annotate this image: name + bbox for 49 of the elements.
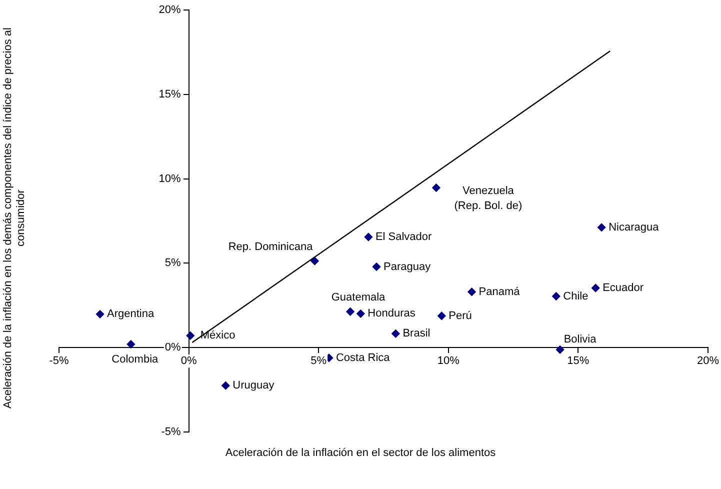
x-tick-label: 20% <box>696 355 720 368</box>
y-tick-label: 0% <box>164 342 182 354</box>
point <box>346 308 354 316</box>
y-tick-label: 15% <box>158 88 182 100</box>
y-axis-title: Aceleración de la inflación en los demás componentes del índice de precios al consumidor <box>2 26 28 410</box>
y-tick-label: 20% <box>158 4 182 16</box>
point <box>222 381 230 390</box>
annotation: Brasil <box>402 328 430 340</box>
annotation: Ecuador <box>602 282 644 294</box>
x-tick-label: 15% <box>567 355 590 368</box>
point <box>556 346 564 354</box>
x-tick-label: -5% <box>49 355 69 368</box>
point <box>364 232 373 242</box>
point <box>96 310 104 318</box>
annotation: Guatemala <box>331 292 386 304</box>
annotation: Honduras <box>368 308 416 320</box>
annotation: Uruguay <box>232 380 275 392</box>
annotation: Venezuela (Rep. Bol. de) <box>454 184 522 212</box>
annotation: Chile <box>563 290 588 302</box>
annotation: México <box>200 330 236 342</box>
point <box>126 340 136 348</box>
annotation: Nicaragua <box>608 221 660 234</box>
point <box>591 284 600 292</box>
annotation: Perú <box>448 310 472 322</box>
y-tick-label: -5% <box>161 426 182 438</box>
annotation: Rep. Dominicana <box>228 241 314 254</box>
point <box>552 292 560 300</box>
point <box>438 312 446 320</box>
point <box>597 223 606 232</box>
x-tick-label: 5% <box>310 355 327 368</box>
point <box>186 332 194 340</box>
point <box>392 329 400 338</box>
point <box>468 288 476 296</box>
point <box>372 262 381 271</box>
annotation: Argentina <box>107 308 155 320</box>
annotation: Bolivia <box>564 334 598 346</box>
annotation: Colombia <box>112 353 160 366</box>
annotation: Panamá <box>478 286 521 298</box>
point <box>356 310 365 318</box>
y-tick-label: 10% <box>158 172 182 185</box>
annotation: El Salvador <box>375 231 432 244</box>
x-tick-label: 0% <box>180 355 197 368</box>
annotation: Costa Rica <box>336 352 391 364</box>
y-tick-label: 5% <box>164 257 182 270</box>
point <box>432 184 440 192</box>
x-axis-title: Aceleración de la inflación en el sector de los alimentos <box>224 447 497 459</box>
point <box>310 256 319 266</box>
x-tick-label: 10% <box>437 355 460 368</box>
annotation: Paraguay <box>383 260 432 273</box>
